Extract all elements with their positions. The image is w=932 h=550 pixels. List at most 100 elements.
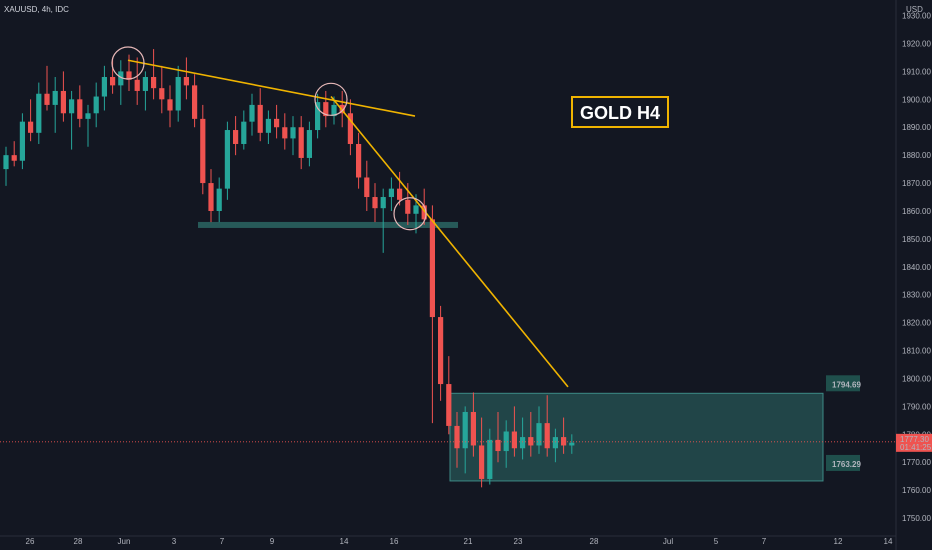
trendline-breakdown	[330, 96, 569, 388]
candle-body	[405, 199, 411, 214]
candle-body	[233, 130, 239, 144]
trendlines	[111, 46, 569, 388]
candle-body	[216, 188, 222, 211]
candle-body	[175, 76, 181, 111]
candle-body	[200, 118, 206, 184]
pivot-circle	[393, 197, 427, 231]
y-tick-label: 1850.00	[902, 235, 931, 244]
candle-body	[126, 71, 132, 80]
candle-body	[438, 317, 444, 385]
candle-body	[192, 85, 198, 119]
y-tick-label: 1790.00	[902, 402, 931, 411]
candle-body	[520, 437, 526, 449]
candle-body	[142, 76, 148, 91]
candle-body	[380, 197, 386, 209]
range-bottom-tag	[826, 454, 860, 471]
candle-body	[528, 437, 534, 446]
candle-body	[249, 104, 255, 122]
x-tick-label: 14	[884, 537, 893, 546]
y-tick-label: 1810.00	[902, 347, 931, 356]
candle-body	[167, 99, 173, 111]
candle-body	[323, 102, 329, 117]
trendline-upper	[127, 59, 416, 117]
candle-body	[388, 188, 394, 198]
candle-body	[77, 99, 83, 119]
candle-body	[511, 431, 517, 449]
candle-body	[101, 76, 107, 97]
candle-body	[85, 113, 91, 119]
candle-body	[36, 93, 42, 133]
x-tick-label: Jul	[663, 537, 673, 546]
candle-body	[372, 197, 378, 209]
candle-body	[331, 104, 337, 117]
candle-body	[241, 121, 247, 144]
candle-body	[462, 411, 468, 449]
range-top-tag	[826, 375, 860, 392]
candle-body	[257, 104, 263, 133]
candle-body	[306, 130, 312, 158]
y-tick-label: 1860.00	[902, 207, 931, 216]
x-tick-label: 21	[464, 537, 473, 546]
current-price-value: 1777.30	[900, 435, 929, 444]
title-box	[571, 96, 669, 128]
candle-body	[19, 121, 25, 161]
y-tick-label: 1890.00	[902, 123, 931, 132]
candle-body	[28, 121, 34, 133]
candle-body	[151, 76, 157, 89]
y-tick-label: 1930.00	[902, 12, 931, 21]
time-axis[interactable]: 26 28 Jun 3 7 9 14 16 21 23 28 Jul 5 7 12 14	[0, 535, 896, 546]
candle-body	[110, 76, 116, 86]
pivot-circle	[314, 82, 348, 116]
y-tick-label: 1800.00	[902, 374, 931, 383]
x-tick-label: 12	[834, 537, 843, 546]
candle-body	[315, 102, 321, 131]
x-tick-label: 9	[270, 537, 275, 546]
candle-body	[208, 183, 214, 211]
x-tick-label: 16	[390, 537, 399, 546]
candle-body	[60, 90, 66, 114]
y-tick-label: 1880.00	[902, 151, 931, 160]
candle-body	[544, 423, 550, 449]
range-bottom-label: 1763.29	[832, 460, 861, 469]
candle-body	[479, 445, 485, 479]
candle-body	[282, 127, 288, 139]
candle-body	[356, 143, 362, 178]
x-tick-label: 3	[172, 537, 177, 546]
x-tick-label: 28	[74, 537, 83, 546]
candle-body	[364, 177, 370, 198]
candle-body	[347, 113, 353, 144]
x-tick-label: 14	[340, 537, 349, 546]
y-tick-label: 1910.00	[902, 67, 931, 76]
candle-body	[552, 437, 558, 449]
candle-body	[159, 88, 165, 100]
candle-body	[298, 127, 304, 158]
current-price-tag	[896, 433, 932, 452]
candle-body	[290, 127, 296, 139]
candle-body	[3, 155, 9, 170]
x-tick-label: 23	[514, 537, 523, 546]
y-tick-label: 1760.00	[902, 486, 931, 495]
currency-label: USD	[906, 5, 923, 14]
y-tick-label: 1770.00	[902, 458, 931, 467]
y-tick-label: 1830.00	[902, 291, 931, 300]
candle-body	[224, 130, 230, 189]
candles	[3, 49, 575, 488]
x-tick-label: 28	[590, 537, 599, 546]
candle-body	[536, 423, 542, 446]
candle-body	[44, 93, 50, 105]
candle-body	[134, 79, 140, 91]
x-tick-label: Jun	[118, 537, 131, 546]
y-tick-label: 1840.00	[902, 263, 931, 272]
candle-body	[454, 425, 460, 449]
x-tick-label: 7	[762, 537, 767, 546]
candle-body	[93, 96, 99, 114]
y-tick-label: 1900.00	[902, 95, 931, 104]
y-tick-label: 1750.00	[902, 514, 931, 523]
candle-body	[413, 205, 419, 214]
price-countdown: 01:41:25	[900, 443, 932, 452]
y-tick-label: 1820.00	[902, 319, 931, 328]
candle-body	[69, 99, 75, 114]
candle-body	[561, 437, 567, 446]
